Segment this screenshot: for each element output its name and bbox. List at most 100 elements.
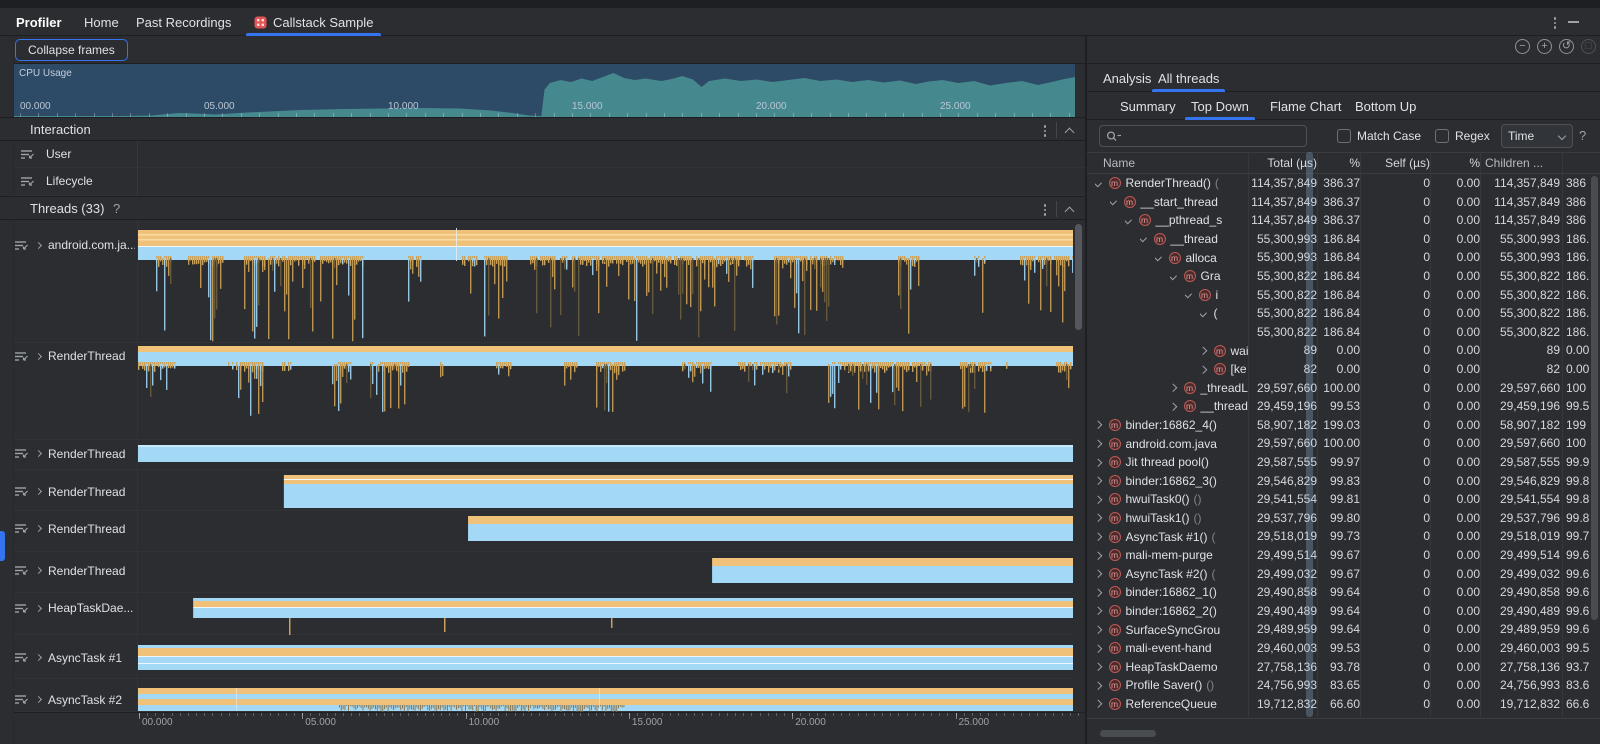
- tree-chevron-icon[interactable]: [1095, 514, 1102, 522]
- zoom-in-icon[interactable]: +: [1537, 39, 1552, 54]
- column-separator[interactable]: [1248, 152, 1249, 717]
- minimize-icon[interactable]: [1568, 21, 1579, 23]
- tree-chevron-icon[interactable]: [1095, 607, 1102, 615]
- tree-chevron-icon[interactable]: [1095, 551, 1102, 560]
- column-separator[interactable]: [1562, 152, 1563, 717]
- kebab-menu-icon[interactable]: [1547, 15, 1563, 31]
- column-header-self[interactable]: Self (µs): [1385, 156, 1430, 170]
- thread-track-chart[interactable]: [137, 343, 1073, 439]
- zoom-out-icon[interactable]: −: [1515, 39, 1530, 54]
- search-box[interactable]: [1099, 125, 1307, 147]
- tab-callstack-sample[interactable]: Callstack Sample: [246, 8, 382, 36]
- subtab-top-down[interactable]: Top Down: [1185, 92, 1255, 120]
- thread-track-chart[interactable]: [137, 511, 1073, 551]
- thread-track-label[interactable]: RenderThread: [14, 347, 135, 365]
- tree-chevron-icon[interactable]: [1095, 495, 1102, 504]
- tree-chevron-icon[interactable]: [1095, 681, 1102, 690]
- thread-track-label[interactable]: RenderThread: [14, 520, 135, 538]
- tree-chevron-icon[interactable]: [1095, 439, 1102, 448]
- interaction-section-header[interactable]: Interaction: [0, 117, 1085, 141]
- table-row[interactable]: m SurfaceSyncGrou 29,489,959 99.64 0 0.00 29,4…: [1087, 620, 1600, 639]
- threads-vertical-scrollbar[interactable]: [1075, 224, 1082, 330]
- search-input[interactable]: [1126, 127, 1302, 145]
- table-row[interactable]: m android.com.java 29,597,660 100.00 0 0.00 29…: [1087, 434, 1600, 453]
- table-row[interactable]: m Jit thread pool() 29,587,555 99.97 0 0.00 29…: [1087, 453, 1600, 472]
- tree-chevron-icon[interactable]: [1095, 532, 1102, 541]
- table-row[interactable]: m RenderThread()(114,357,849 386.37 0 0.00 11…: [1087, 174, 1600, 193]
- match-case-checkbox[interactable]: [1337, 129, 1351, 143]
- tree-chevron-icon[interactable]: [1095, 588, 1102, 597]
- threads-menu-icon[interactable]: [1038, 202, 1052, 216]
- expand-chevron-icon[interactable]: [34, 449, 43, 458]
- table-row[interactable]: m __pthread_s 114,357,849 386.37 0 0.00 114,35…: [1087, 211, 1600, 230]
- expand-chevron-icon[interactable]: [34, 524, 43, 533]
- help-icon[interactable]: ?: [1579, 128, 1587, 143]
- table-row[interactable]: m mali-event-hand 29,460,003 99.53 0 0.00 29,4…: [1087, 639, 1600, 658]
- tree-chevron-icon[interactable]: [1155, 252, 1162, 261]
- reset-zoom-icon[interactable]: ↺: [1559, 39, 1574, 54]
- column-separator[interactable]: [1430, 152, 1431, 717]
- expand-chevron-icon[interactable]: [34, 695, 43, 704]
- table-row[interactable]: m binder:16862_3() 29,546,829 99.83 0 0.00 29,…: [1087, 472, 1600, 491]
- regex-checkbox[interactable]: [1435, 129, 1449, 143]
- collapse-section-icon[interactable]: [1064, 206, 1075, 217]
- threads-help-icon[interactable]: ?: [113, 201, 121, 216]
- expand-chevron-icon[interactable]: [34, 604, 43, 612]
- tree-chevron-icon[interactable]: [1170, 402, 1177, 411]
- table-row[interactable]: 55,300,822 186.84 0 0.00 55,300,822 186.: [1087, 323, 1600, 342]
- expand-chevron-icon[interactable]: [34, 487, 43, 496]
- tree-chevron-icon[interactable]: [1095, 477, 1102, 485]
- column-header-self-pct[interactable]: %: [1469, 156, 1480, 170]
- tree-chevron-icon[interactable]: [1200, 308, 1207, 317]
- collapse-frames-button[interactable]: Collapse frames: [15, 39, 128, 61]
- cpu-usage-chart[interactable]: CPU Usage 00.000 05.000 10.000 15.000 20.000…: [14, 64, 1075, 117]
- table-row[interactable]: m __start_thread 114,357,849 386.37 0 0.00 114…: [1087, 193, 1600, 212]
- tree-chevron-icon[interactable]: [1185, 290, 1192, 298]
- tab-past-recordings[interactable]: Past Recordings: [136, 8, 231, 36]
- tree-chevron-icon[interactable]: [1200, 346, 1207, 355]
- tree-chevron-icon[interactable]: [1200, 365, 1207, 374]
- tab-home[interactable]: Home: [84, 8, 119, 36]
- thread-track-chart[interactable]: [137, 635, 1073, 678]
- table-row[interactable]: m ReferenceQueue 19,712,832 66.60 0 0.00 19,71…: [1087, 695, 1600, 714]
- table-row[interactable]: m Gra 55,300,822 186.84 0 0.00 55,300,822 186.: [1087, 267, 1600, 286]
- column-separator[interactable]: [1317, 152, 1318, 717]
- thread-track-label[interactable]: android.com.ja...: [14, 236, 135, 254]
- thread-track-label[interactable]: AsyncTask #1: [14, 649, 135, 667]
- thread-track-label[interactable]: RenderThread: [14, 483, 135, 501]
- table-vertical-scrollbar[interactable]: [1591, 176, 1598, 620]
- thread-track-chart[interactable]: [137, 593, 1073, 635]
- column-separator[interactable]: [1480, 152, 1481, 717]
- tree-chevron-icon[interactable]: [1095, 458, 1102, 467]
- thread-track-chart[interactable]: [137, 440, 1073, 469]
- column-header-name[interactable]: Name: [1103, 156, 1136, 170]
- table-row[interactable]: m __thread 55,300,993 186.84 0 0.00 55,300,993…: [1087, 230, 1600, 249]
- table-row[interactable]: m mali-mem-purge 29,499,514 99.67 0 0.00 29,49…: [1087, 546, 1600, 565]
- table-row[interactable]: m __thread 29,459,196 99.53 0 0.00 29,459,196 9…: [1087, 397, 1600, 416]
- column-header-total[interactable]: Total (µs): [1267, 156, 1317, 170]
- column-header-total-pct[interactable]: %: [1349, 156, 1360, 170]
- thread-track-chart[interactable]: [137, 552, 1073, 592]
- table-row[interactable]: m alloca 55,300,993 186.84 0 0.00 55,300,993 18…: [1087, 248, 1600, 267]
- table-row[interactable]: m binder:16862_4() 58,907,182 199.03 0 0.00 58…: [1087, 416, 1600, 435]
- threads-section-header[interactable]: Threads (33) ?: [0, 196, 1085, 220]
- table-row[interactable]: m HeapTaskDaemo 27,758,136 93.78 0 0.00 27,758…: [1087, 658, 1600, 677]
- tree-chevron-icon[interactable]: [1110, 197, 1117, 205]
- thread-track-label[interactable]: RenderThread: [14, 562, 135, 580]
- tree-chevron-icon[interactable]: [1095, 644, 1102, 653]
- expand-chevron-icon[interactable]: [34, 653, 43, 662]
- tree-chevron-icon[interactable]: [1095, 570, 1102, 578]
- panel-divider[interactable]: [1085, 36, 1087, 744]
- table-row[interactable]: m [ke 82 0.00 0 0.00 82 0.00: [1087, 360, 1600, 379]
- column-header-children[interactable]: Children ...: [1485, 156, 1544, 170]
- subtab-summary[interactable]: Summary: [1120, 92, 1176, 120]
- tree-chevron-icon[interactable]: [1095, 663, 1102, 671]
- table-row[interactable]: m binder:16862_1() 29,490,858 99.64 0 0.00 29,…: [1087, 583, 1600, 602]
- tree-chevron-icon[interactable]: [1095, 700, 1102, 708]
- table-row[interactable]: m wai 89 0.00 0 0.00 89 0.00: [1087, 341, 1600, 360]
- thread-track-chart[interactable]: [137, 679, 1073, 712]
- tab-all-threads[interactable]: All threads: [1152, 64, 1226, 92]
- interaction-menu-icon[interactable]: [1038, 123, 1052, 137]
- table-row[interactable]: m AsyncTask #2()(29,499,032 99.67 0 0.00 29,4…: [1087, 565, 1600, 584]
- table-row[interactable]: m AsyncTask #1()(29,518,019 99.73 0 0.00 29,5…: [1087, 527, 1600, 546]
